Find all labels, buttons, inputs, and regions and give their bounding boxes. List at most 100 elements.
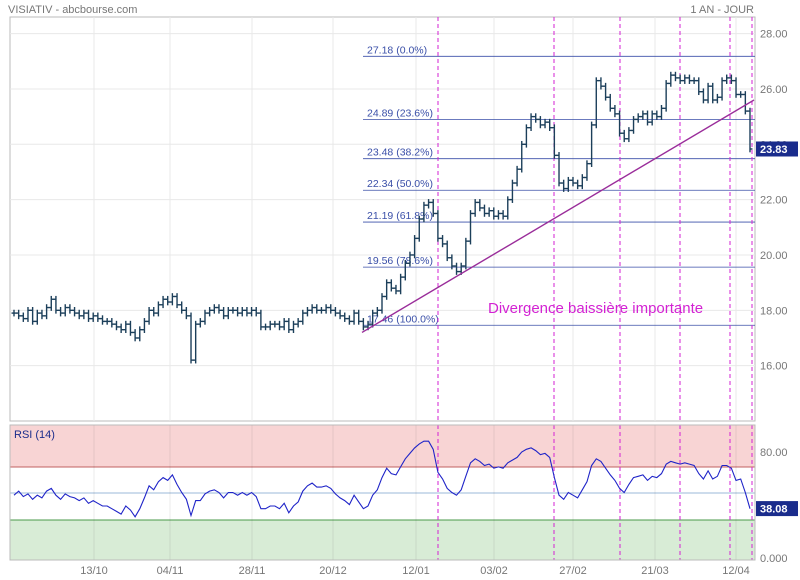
candle (603, 82, 609, 101)
candle (188, 312, 194, 364)
fibonacci-levels: 27.18 (0.0%) 24.89 (23.6%) 23.48 (38.2%) 22… (363, 44, 755, 326)
candle (118, 323, 124, 334)
candle (719, 77, 725, 101)
candle (402, 259, 408, 281)
candle (700, 88, 706, 104)
rsi-last-value-label: 38.08 (760, 504, 788, 516)
candle (304, 306, 310, 317)
candle (221, 306, 227, 320)
candle (696, 77, 702, 96)
candle (523, 124, 529, 148)
candle (137, 326, 143, 342)
candle (710, 82, 716, 104)
rsi-grid (93, 425, 737, 560)
candle (626, 127, 632, 143)
price-y-tick-label: 18.00 (760, 305, 788, 317)
candle (109, 318, 115, 328)
candle (141, 318, 147, 334)
candle (253, 306, 259, 317)
candle (211, 304, 217, 314)
candle (491, 207, 497, 220)
candle (686, 74, 692, 84)
support-trendline (361, 99, 755, 334)
candle (607, 93, 613, 112)
candle (193, 320, 199, 364)
candle (440, 235, 446, 248)
rsi-annotation-vertical-lines (437, 425, 753, 560)
candle (169, 293, 175, 306)
candle (617, 110, 623, 137)
candle (500, 210, 506, 220)
candle (388, 279, 394, 292)
candle (360, 318, 366, 331)
candle (104, 318, 110, 325)
candle (239, 306, 245, 317)
fib-level-label: 19.56 (78.6%) (367, 255, 433, 267)
divergence-annotation: Divergence baissière importante (488, 300, 703, 317)
price-y-tick-label: 16.00 (760, 361, 788, 373)
candle (621, 129, 627, 143)
candle (300, 309, 306, 325)
fib-level-label: 22.34 (50.0%) (367, 178, 433, 190)
x-tick-label: 27/02 (559, 565, 587, 577)
candle (561, 179, 567, 192)
candle (654, 110, 660, 120)
candle (267, 320, 273, 331)
candle (202, 309, 208, 325)
candle (649, 110, 655, 126)
candle (738, 91, 744, 98)
candle (672, 71, 678, 82)
candle (332, 306, 338, 317)
candle (90, 312, 96, 322)
candle (663, 80, 669, 112)
period-label: 1 AN - JOUR (690, 4, 754, 16)
candle (34, 309, 40, 325)
candle (509, 179, 515, 203)
candle (323, 304, 329, 314)
candle (151, 306, 157, 317)
rsi-y-ticks: 0.000 80.00 (760, 447, 788, 565)
candle (290, 320, 296, 334)
candle (44, 304, 50, 320)
candle (76, 309, 82, 320)
candle (309, 304, 315, 314)
candle (668, 71, 674, 87)
rsi-last-value-box (756, 501, 798, 517)
candle (67, 304, 73, 314)
candle (481, 204, 487, 217)
x-tick-label: 12/04 (722, 565, 750, 577)
price-y-tick-label: 26.00 (760, 84, 788, 96)
candle (16, 309, 22, 320)
candle (318, 306, 324, 314)
candle (514, 165, 520, 187)
candle (160, 295, 166, 309)
candle (733, 77, 739, 98)
candle (281, 318, 287, 331)
candle (48, 295, 54, 311)
rsi-y-tick-label: 0.000 (760, 553, 788, 565)
candle (113, 320, 119, 331)
candle (640, 110, 646, 120)
candle (328, 304, 334, 314)
candle (728, 74, 734, 84)
candle (645, 110, 651, 126)
fib-level-label: 23.48 (38.2%) (367, 147, 433, 159)
candle (25, 306, 31, 322)
candle (286, 318, 292, 334)
fib-level-label: 24.89 (23.6%) (367, 108, 433, 120)
candle (225, 306, 231, 320)
candle (314, 304, 320, 314)
candle (593, 77, 599, 129)
price-y-tick-label: 20.00 (760, 250, 788, 262)
last-price-marker: 23.83 (756, 141, 798, 157)
candle (486, 207, 492, 217)
candle (435, 210, 441, 242)
candle (53, 295, 59, 314)
candle (216, 304, 222, 314)
candle (454, 262, 460, 275)
last-price-label: 23.83 (760, 144, 788, 156)
candle (11, 309, 17, 317)
candle (351, 309, 357, 325)
candle (379, 293, 385, 314)
candle (370, 309, 376, 328)
